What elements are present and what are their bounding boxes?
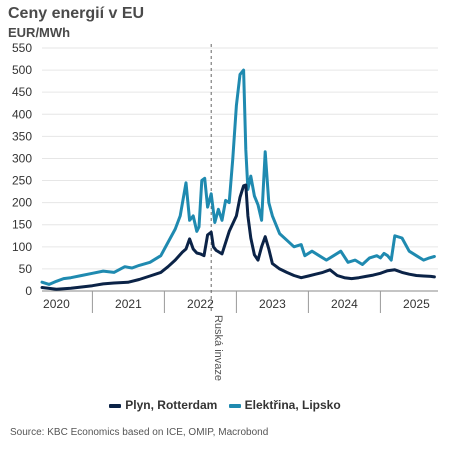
y-tick-label: 550 xyxy=(12,41,32,55)
series-line-elektina xyxy=(40,68,436,286)
x-tick-label: 2020 xyxy=(43,297,70,311)
x-tick-label: 2022 xyxy=(187,297,214,311)
legend-swatch-plyn xyxy=(109,403,122,408)
y-tick-label: 400 xyxy=(12,107,32,121)
y-tick-label: 500 xyxy=(12,63,32,77)
x-axis-ticks: 2020 2021 2022 2023 2024 2025 xyxy=(43,291,430,313)
annotation-label: Ruská invaze xyxy=(212,315,224,381)
y-tick-label: 350 xyxy=(12,129,32,143)
x-tick-label: 2023 xyxy=(259,297,286,311)
chart-title: Ceny energií v EU xyxy=(8,5,145,22)
source-note: Source: KBC Economics based on ICE, OMIP… xyxy=(10,427,269,438)
legend-swatch-elektrina xyxy=(228,403,241,408)
legend-label-plyn: Plyn, Rotterdam xyxy=(125,398,218,412)
annotation-layer: Ruská invaze xyxy=(210,44,224,381)
y-axis-ticks: 0 50 100 150 200 250 300 350 400 450 500 550 xyxy=(12,41,32,298)
y-tick-label: 100 xyxy=(12,240,32,254)
y-tick-label: 450 xyxy=(12,85,32,99)
y-tick-label: 50 xyxy=(19,262,33,276)
y-tick-label: 300 xyxy=(12,151,32,165)
y-tick-label: 250 xyxy=(12,174,32,188)
x-tick-label: 2021 xyxy=(115,297,142,311)
series-line-plyn xyxy=(40,183,436,291)
grid-lines xyxy=(42,47,438,292)
legend-item-elektrina[interactable]: Elektřina, Lipsko xyxy=(228,398,341,412)
x-tick-label: 2024 xyxy=(331,297,358,311)
series-layer xyxy=(40,68,436,291)
y-tick-label: 200 xyxy=(12,196,32,210)
legend-item-plyn[interactable]: Plyn, Rotterdam xyxy=(109,398,217,412)
y-tick-label: 150 xyxy=(12,218,32,232)
legend: Plyn, Rotterdam Elektřina, Lipsko xyxy=(0,398,450,412)
x-tick-label: 2025 xyxy=(403,297,430,311)
legend-label-elektrina: Elektřina, Lipsko xyxy=(244,398,341,412)
y-tick-label: 0 xyxy=(25,284,32,298)
y-axis-unit-label: EUR/MWh xyxy=(8,25,71,40)
